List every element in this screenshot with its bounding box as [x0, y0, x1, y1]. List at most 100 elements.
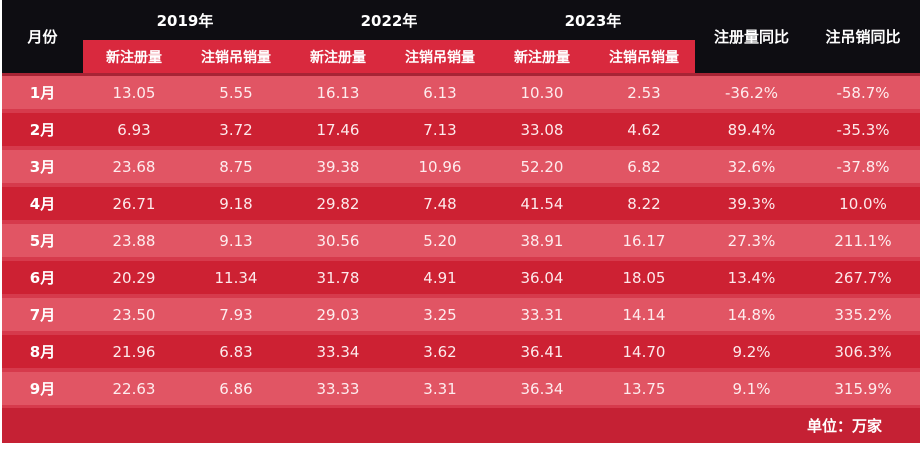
value-cell: 2.53: [627, 83, 661, 102]
value-cell: 13.05: [112, 83, 156, 102]
table-rows: 1月 13.05 5.55 16.13 6.13 10.30 2.53 -36.…: [2, 73, 920, 408]
month-cell: 7月: [29, 306, 56, 324]
value-cell: 17.46: [316, 120, 360, 139]
value-cell: 36.34: [520, 379, 564, 398]
value-cell: 14.14: [622, 305, 666, 324]
value-cell: 7.93: [219, 305, 253, 324]
value-cell: 3.62: [423, 342, 457, 361]
yoy-value-cell: 10.0%: [839, 194, 887, 213]
yoy-value-cell: 32.6%: [727, 157, 776, 176]
unit-note: 单位：万家: [806, 417, 882, 435]
yoy-value-cell: 211.1%: [834, 231, 892, 250]
value-cell: 4.62: [627, 120, 661, 139]
table-row: 4月 26.71 9.18 29.82 7.48 41.54 8.22 39.3…: [2, 187, 920, 220]
value-cell: 7.48: [423, 194, 457, 213]
yoy-registration-header: 注册量同比: [713, 28, 789, 46]
table-row: 3月 23.68 8.75 39.38 10.96 52.20 6.82 32.…: [2, 150, 920, 183]
subheader-deregistrations-2023: 注销吊销量: [593, 40, 695, 73]
value-cell: 6.86: [219, 379, 253, 398]
value-cell: 18.05: [622, 268, 666, 287]
value-cell: 33.33: [316, 379, 360, 398]
month-cell: 5月: [29, 232, 56, 250]
value-cell: 8.75: [219, 157, 253, 176]
month-cell: 3月: [29, 158, 56, 176]
month-cell: 9月: [29, 380, 56, 398]
value-cell: 16.17: [622, 231, 666, 250]
value-cell: 23.68: [112, 157, 156, 176]
value-cell: 8.22: [627, 194, 661, 213]
value-cell: 33.31: [520, 305, 564, 324]
value-cell: 11.34: [214, 268, 258, 287]
table-row: 8月 21.96 6.83 33.34 3.62 36.41 14.70 9.2…: [2, 335, 920, 368]
table-row: 6月 20.29 11.34 31.78 4.91 36.04 18.05 13…: [2, 261, 920, 294]
yoy-value-cell: 89.4%: [727, 120, 776, 139]
yoy-value-cell: -37.8%: [836, 157, 890, 176]
value-cell: 33.08: [520, 120, 564, 139]
value-cell: 16.13: [316, 83, 360, 102]
yoy-value-cell: 9.2%: [732, 342, 771, 361]
table-row: 1月 13.05 5.55 16.13 6.13 10.30 2.53 -36.…: [2, 76, 920, 109]
value-cell: 10.96: [418, 157, 462, 176]
value-cell: 39.38: [316, 157, 360, 176]
table-row: 9月 22.63 6.86 33.33 3.31 36.34 13.75 9.1…: [2, 372, 920, 405]
value-cell: 29.82: [316, 194, 360, 213]
value-cell: 30.56: [316, 231, 360, 250]
month-cell: 4月: [29, 195, 56, 213]
subheader-new-registrations-2022: 新注册量: [287, 40, 389, 73]
yoy-value-cell: 39.3%: [727, 194, 776, 213]
table-header: 月份 2019年 2022年 2023年 新注册量 注销吊销量 新注册量 注销吊…: [2, 0, 920, 73]
year-header-2023: 2023年: [564, 11, 622, 30]
value-cell: 38.91: [520, 231, 564, 250]
yoy-value-cell: 14.8%: [727, 305, 776, 324]
yoy-value-cell: 13.4%: [727, 268, 776, 287]
value-cell: 31.78: [316, 268, 360, 287]
yoy-value-cell: 9.1%: [732, 379, 771, 398]
yoy-value-cell: 315.9%: [834, 379, 892, 398]
subheader-new-registrations-2023: 新注册量: [491, 40, 593, 73]
yoy-value-cell: -58.7%: [836, 83, 890, 102]
value-cell: 20.29: [112, 268, 156, 287]
value-cell: 23.88: [112, 231, 156, 250]
yoy-value-cell: 27.3%: [727, 231, 776, 250]
yoy-deregistration-header: 注吊销同比: [825, 28, 901, 46]
value-cell: 6.93: [117, 120, 151, 139]
value-cell: 6.83: [219, 342, 253, 361]
value-cell: 13.75: [622, 379, 666, 398]
yoy-value-cell: -36.2%: [724, 83, 779, 102]
value-cell: 5.55: [219, 83, 253, 102]
value-cell: 3.72: [219, 120, 253, 139]
value-cell: 36.41: [520, 342, 564, 361]
value-cell: 6.13: [423, 83, 457, 102]
value-cell: 22.63: [112, 379, 156, 398]
value-cell: 36.04: [520, 268, 564, 287]
value-cell: 9.13: [219, 231, 253, 250]
value-cell: 52.20: [520, 157, 564, 176]
subheader-new-registrations-2019: 新注册量: [83, 40, 185, 73]
month-cell: 8月: [29, 343, 56, 361]
value-cell: 10.30: [520, 83, 564, 102]
value-cell: 7.13: [423, 120, 457, 139]
table-footer: 单位：万家: [2, 408, 920, 443]
value-cell: 3.31: [423, 379, 457, 398]
table-row: 2月 6.93 3.72 17.46 7.13 33.08 4.62 89.4%…: [2, 113, 920, 146]
value-cell: 4.91: [423, 268, 457, 287]
value-cell: 41.54: [520, 194, 564, 213]
value-cell: 3.25: [423, 305, 457, 324]
value-cell: 21.96: [112, 342, 156, 361]
value-cell: 33.34: [316, 342, 360, 361]
value-cell: 9.18: [219, 194, 253, 213]
year-header-2022: 2022年: [360, 11, 418, 30]
month-cell: 1月: [29, 84, 56, 102]
table-row: 5月 23.88 9.13 30.56 5.20 38.91 16.17 27.…: [2, 224, 920, 257]
subheader-deregistrations-2019: 注销吊销量: [185, 40, 287, 73]
yoy-value-cell: 267.7%: [834, 268, 892, 287]
month-column-header: 月份: [27, 28, 58, 46]
month-cell: 6月: [29, 269, 56, 287]
value-cell: 29.03: [316, 305, 360, 324]
month-cell: 2月: [29, 121, 56, 139]
value-cell: 23.50: [112, 305, 156, 324]
yoy-value-cell: -35.3%: [836, 120, 890, 139]
year-header-2019: 2019年: [156, 11, 214, 30]
